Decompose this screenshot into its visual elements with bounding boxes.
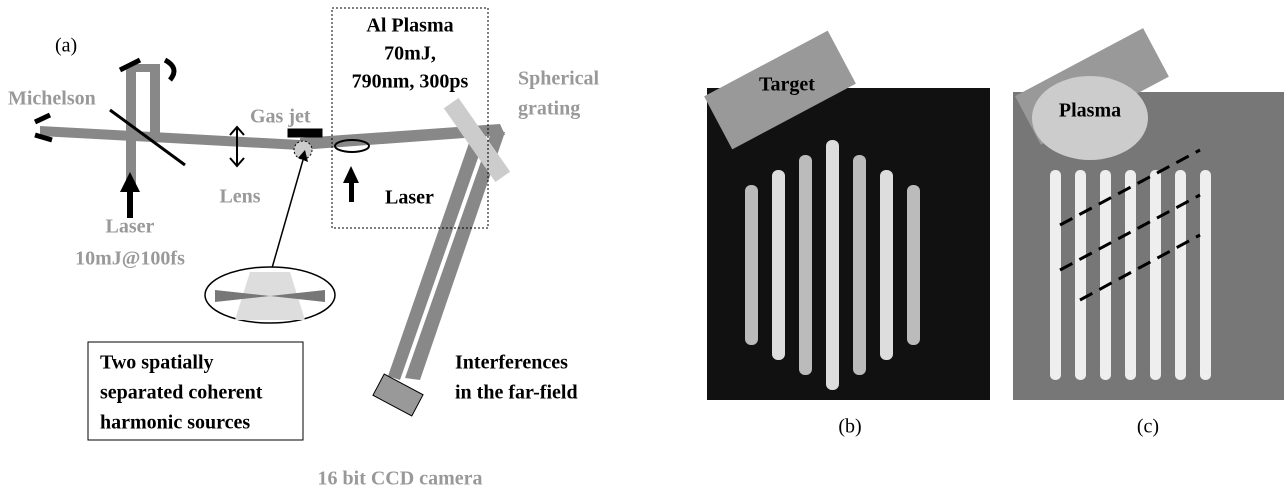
ccd-camera [372,373,424,417]
grating-label: Spherical [518,68,600,90]
fringe [853,155,866,375]
fringes [745,140,920,390]
target-label: Target [759,74,815,96]
plasma-laser-label: Laser [385,187,434,209]
sources-text: Two spatially [100,352,214,374]
lens-label: Lens [219,186,260,208]
panel-label: (c) [1137,416,1159,438]
fringe [1100,170,1111,380]
optics [33,57,323,167]
gas-jet-spot [293,140,313,160]
plasma-title: Al Plasma [366,15,453,37]
fringe [880,170,893,360]
gas-jet-label: Gas jet [250,106,311,128]
fringe [907,185,920,345]
fringe [1075,170,1086,380]
grating [443,97,511,183]
panel-label: (a) [55,35,77,57]
laser-spec: 10mJ@100fs [75,248,185,270]
sources-text: separated coherent [100,382,263,404]
camera-label: 16 bit CCD camera [318,468,483,490]
plasma-energy: 70mJ, [384,43,436,65]
plasma-shape [1032,76,1148,160]
panel-label: (b) [838,416,861,438]
arrows [120,166,359,218]
plasma-spot [334,139,370,153]
pointer [271,159,304,269]
fringe [1125,170,1136,380]
fringes [1050,170,1211,380]
fringe [745,185,758,345]
sources-text: harmonic sources [100,412,250,434]
beams [40,64,505,380]
lens [229,125,245,168]
pointer-head [298,150,308,162]
interference-text: Interferences [455,352,568,374]
phase-lines [1059,148,1201,302]
crossing-beams [215,290,325,302]
laser-label: Laser [106,216,155,238]
plasma-box [331,7,489,229]
fringe [1175,170,1186,380]
target-shape [704,30,856,150]
fringe [772,170,785,360]
fringe [1050,170,1061,380]
interference-text: in the far-field [455,382,578,404]
fringe [1200,170,1211,380]
sources-box [87,341,304,441]
plasma-label: Plasma [1059,100,1121,122]
fringe [799,155,812,375]
plasma-spec: 790nm, 300ps [352,71,469,93]
michelson-label: Michelson [8,88,96,110]
fringe [1150,170,1161,380]
fringe [826,140,839,390]
grating-label: grating [518,98,580,120]
